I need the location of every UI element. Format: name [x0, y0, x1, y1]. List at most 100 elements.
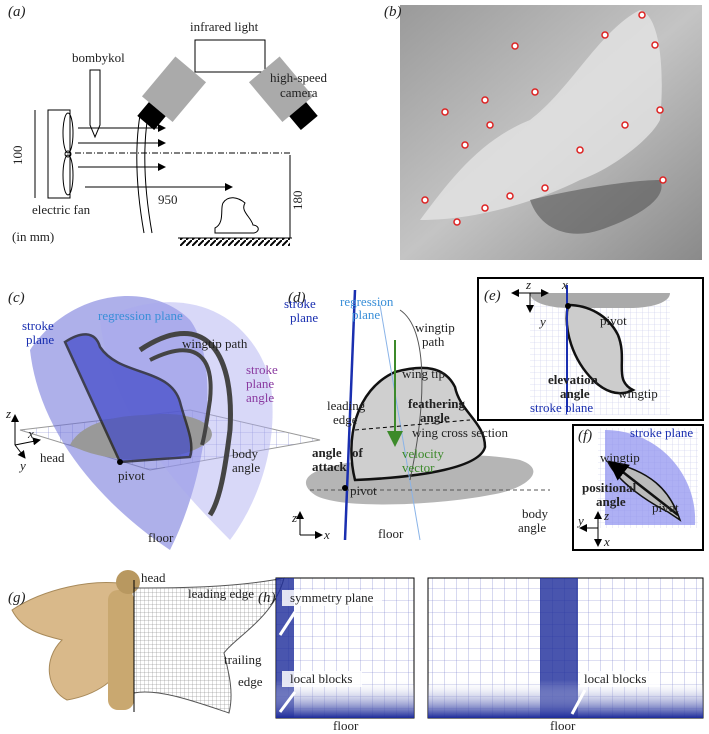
panel-label: (h) [258, 590, 276, 606]
label: wingtip [600, 450, 640, 465]
dimension: 180 [290, 191, 305, 211]
label: of [352, 445, 364, 460]
label: (in mm) [12, 229, 54, 244]
panel-label: (e) [484, 288, 501, 304]
panel-a: (a) infrared light bombykol high-speed c… [8, 4, 328, 246]
label: bombykol [72, 50, 125, 65]
label: body [522, 506, 549, 521]
panel-f: (f) stroke plane wingtip positional angl… [572, 424, 704, 551]
dimension: 100 [10, 146, 25, 166]
label: floor [333, 718, 359, 733]
label: angle [560, 386, 590, 401]
regression-plane-line [379, 304, 421, 541]
label: floor [148, 530, 174, 545]
label: angle [420, 410, 450, 425]
panel-label: (g) [8, 590, 26, 606]
label: stroke [246, 362, 278, 377]
label: stroke [284, 296, 316, 311]
stroke-plane-line [343, 289, 357, 541]
moth-photo [11, 582, 133, 701]
label: symmetry plane [290, 590, 374, 605]
label: angle [596, 494, 626, 509]
moth-silhouette [214, 197, 259, 234]
wing-shape [350, 366, 487, 482]
label: vector [402, 460, 435, 475]
panel-h: (h) symmetry plane local blocks floor lo… [258, 577, 704, 733]
label: head [40, 450, 65, 465]
panel-label: (b) [384, 4, 402, 20]
label: pivot [600, 313, 627, 328]
airflow-arrows [34, 110, 292, 238]
panel-label: (f) [578, 428, 592, 444]
axis-label: x [27, 426, 34, 441]
label: body [232, 446, 259, 461]
label: elevation [548, 372, 599, 387]
camera-right [248, 56, 318, 131]
label: wingtip path [182, 336, 248, 351]
label: angle [518, 520, 546, 535]
axis-label: x [323, 527, 330, 542]
label: wingtip [618, 386, 658, 401]
axis-label: y [18, 458, 26, 473]
panel-e: (e) z x y pivot elevation angle wingtip … [477, 277, 704, 421]
label: camera [280, 85, 318, 100]
label: plane [290, 310, 318, 325]
panel-b: (b) [384, 4, 702, 260]
wingtip-path [138, 331, 233, 517]
label: edge [238, 674, 263, 689]
label: stroke plane [630, 425, 693, 440]
axis-label: x [561, 277, 568, 292]
label: pivot [118, 468, 145, 483]
wing-shape [63, 333, 193, 464]
label: attack [312, 459, 347, 474]
panel-g: (g) head leading edge trailing edge [8, 570, 285, 714]
label: electric fan [32, 202, 91, 217]
label: pivot [652, 500, 679, 515]
label: angle [312, 445, 342, 460]
label: stroke plane [530, 400, 593, 415]
fan-box [47, 109, 71, 199]
label: plane [352, 307, 380, 322]
label: feathering [408, 396, 466, 411]
label: head [141, 570, 166, 585]
axis-label: y [538, 314, 546, 329]
label: edge [333, 412, 358, 427]
label: angle [246, 390, 274, 405]
bombykol-needle [89, 69, 101, 139]
camera-left [137, 56, 207, 131]
label: leading [327, 398, 366, 413]
axis-label: z [291, 510, 297, 525]
fan-blades [62, 112, 74, 196]
axes [11, 414, 41, 459]
label: leading edge [188, 586, 254, 601]
label: regression plane [98, 308, 183, 323]
label: high-speed [270, 70, 328, 85]
label: velocity [402, 446, 444, 461]
panel-c: (c) stroke plane regression plane wingti… [5, 290, 321, 550]
infrared-light-box [194, 39, 266, 73]
label: pivot [350, 483, 377, 498]
label: floor [378, 526, 404, 541]
axis-label: x [603, 534, 610, 549]
markers [421, 11, 667, 226]
label: plane [26, 332, 54, 347]
axis-label: z [5, 406, 11, 421]
axis-label: z [603, 508, 609, 523]
label: plane [246, 376, 274, 391]
label: infrared light [190, 19, 259, 34]
label: regression [340, 294, 394, 309]
wing-mesh [133, 577, 285, 714]
panel-label: (c) [8, 290, 25, 306]
axis-label: z [525, 277, 531, 292]
label: trailing [224, 652, 262, 667]
dimension: 950 [158, 192, 178, 207]
axis-label: y [576, 513, 584, 528]
label: angle [232, 460, 260, 475]
label: wingtip [415, 320, 455, 335]
label: local blocks [584, 671, 646, 686]
panel-label: (d) [288, 290, 306, 306]
label: wing tip [402, 366, 445, 381]
panel-d: (d) stroke plane regression plane wingti… [284, 289, 550, 542]
label: positional [582, 480, 637, 495]
